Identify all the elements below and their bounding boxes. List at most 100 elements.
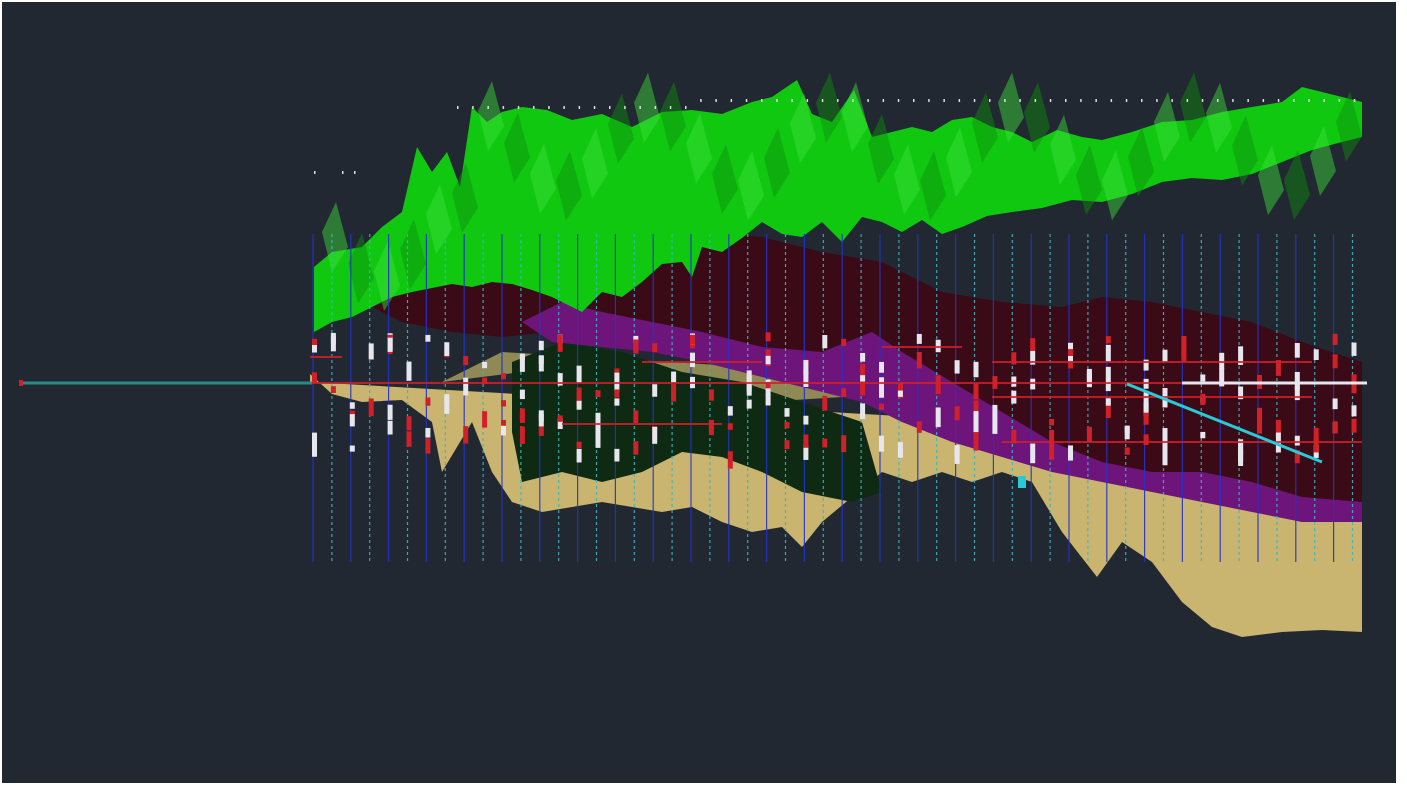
drillhole-segment xyxy=(1200,374,1206,382)
drillhole-segment xyxy=(1257,414,1262,434)
drillhole-segment xyxy=(1030,338,1036,351)
cyan-fault-trace xyxy=(1126,382,1323,464)
green-surface-facet xyxy=(1102,150,1128,221)
drillhole-segment xyxy=(1011,429,1017,444)
section-tick xyxy=(973,99,976,102)
drillhole-segment xyxy=(671,384,677,402)
section-tick xyxy=(1171,99,1173,102)
drillhole-segment xyxy=(1105,336,1111,344)
drillhole-segment xyxy=(860,375,866,382)
section-tick xyxy=(1353,99,1356,102)
drillhole-segment xyxy=(463,355,469,366)
drillhole-segment xyxy=(330,336,336,344)
section-tick xyxy=(1156,99,1158,102)
section-tick xyxy=(1323,99,1325,102)
purple-layer-patch xyxy=(522,302,1362,522)
drillhole-segment xyxy=(1068,349,1073,356)
drillhole-segment xyxy=(822,335,828,349)
drillhole-segment xyxy=(973,383,979,400)
drillhole-segment xyxy=(784,422,790,429)
drillhole-segment xyxy=(463,426,469,444)
drillhole-segment xyxy=(633,410,639,423)
drillhole-segment xyxy=(897,382,903,399)
drillhole-segment xyxy=(463,377,469,396)
red-horizon-traces xyxy=(310,346,1367,443)
drillhole-segment xyxy=(1275,360,1281,376)
drillhole-segment xyxy=(841,435,847,453)
drillhole-segment xyxy=(614,372,620,387)
section-tick xyxy=(639,106,641,109)
section-tick xyxy=(882,99,885,102)
drillhole-segment xyxy=(784,440,790,450)
drillhole-segment xyxy=(1068,445,1073,461)
drillhole-segment xyxy=(746,399,752,409)
green-surface-facet xyxy=(868,114,894,185)
drillhole-segment xyxy=(954,406,960,421)
drillhole-segment xyxy=(784,408,790,417)
green-surface-facet xyxy=(1076,144,1102,215)
drillhole-segment xyxy=(1030,350,1036,365)
drillhole-segment xyxy=(406,361,412,381)
drillhole-segment xyxy=(1238,443,1244,462)
drillhole-segment xyxy=(595,412,601,427)
green-surface-facet xyxy=(478,81,504,152)
green-surface-facet xyxy=(972,92,998,163)
drillhole-segment xyxy=(501,400,506,407)
drillhole-segment xyxy=(595,390,601,398)
drillhole-segment xyxy=(538,426,544,436)
green-topography-surface xyxy=(314,80,1362,332)
drillhole-segment xyxy=(765,394,771,406)
drillhole-segment xyxy=(1086,370,1092,388)
green-surface-facet xyxy=(1232,115,1258,186)
green-surface-facet xyxy=(452,162,478,233)
drillhole-segment xyxy=(954,360,960,374)
section-top-ticks xyxy=(314,99,1356,174)
green-surface-facet xyxy=(660,81,686,152)
section-tick xyxy=(1049,99,1052,102)
drillhole-segment xyxy=(1200,431,1206,439)
drillhole-segment xyxy=(1332,398,1338,410)
drillhole-segment xyxy=(1162,428,1168,448)
green-surface-facet xyxy=(374,240,400,311)
green-surface-facet xyxy=(894,144,920,215)
section-tick xyxy=(791,99,793,102)
section-tick xyxy=(342,171,344,174)
drillhole-segment xyxy=(576,387,582,406)
drillhole-segment xyxy=(1105,378,1111,392)
section-tick xyxy=(354,171,356,174)
drillhole-segment xyxy=(444,396,450,414)
green-surface-facet xyxy=(1258,145,1284,216)
drillhole-segment xyxy=(312,344,317,353)
green-surface-facet xyxy=(998,72,1024,143)
green-surface-facet xyxy=(790,93,816,164)
section-tick xyxy=(867,99,869,102)
drillhole-segment xyxy=(652,343,658,353)
drillhole-segment xyxy=(368,398,374,417)
drillhole-segment xyxy=(1313,427,1319,442)
drillhole-segment xyxy=(614,385,620,392)
section-tick xyxy=(1095,99,1097,102)
green-surface-facet xyxy=(608,93,634,164)
section-tick xyxy=(502,106,505,109)
drillhole-segment xyxy=(501,419,506,427)
section-tick xyxy=(913,99,915,102)
drillhole-segment xyxy=(1313,438,1319,453)
green-surface-facet xyxy=(1284,150,1310,221)
drillhole-segment xyxy=(841,338,847,346)
drillhole-segment xyxy=(879,391,884,398)
drillhole-segment xyxy=(708,389,714,401)
drillhole-segment xyxy=(538,340,544,351)
section-tick xyxy=(1080,99,1082,102)
drillhole-segment xyxy=(1124,447,1130,455)
section-tick xyxy=(563,106,565,109)
green-surface-facet xyxy=(764,127,790,198)
drillhole-segment xyxy=(1105,400,1111,419)
section-tick xyxy=(1277,99,1280,102)
drillhole-segment xyxy=(614,398,620,406)
drillhole-segment xyxy=(727,423,733,430)
section-tick xyxy=(1201,99,1204,102)
drillhole-segment xyxy=(1049,418,1055,426)
drillhole-segment xyxy=(1275,419,1281,437)
